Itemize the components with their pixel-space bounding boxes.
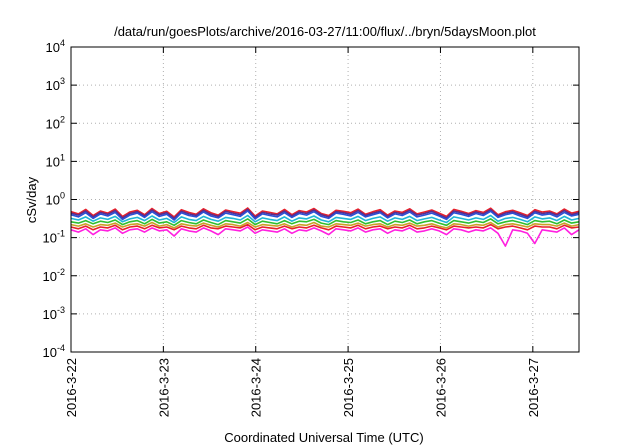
- grid-lines: [71, 47, 579, 352]
- x-tick-label: 2016-3-26: [433, 358, 448, 417]
- y-tick-label: 102: [46, 114, 65, 131]
- y-tick-label: 100: [46, 191, 65, 208]
- series-line-3: [70, 210, 580, 221]
- x-axis-ticks: 2016-3-22 2016-3-23 2016-3-24 2016-3-25 2016…: [64, 47, 541, 417]
- series-line-1: [70, 207, 580, 218]
- y-tick-label: 104: [46, 38, 65, 55]
- y-axis-ticks: 10-4 10-3 10-2 10-1 100 101 102 103 104: [43, 38, 579, 360]
- series-line-6: [70, 221, 580, 229]
- x-tick-label: 2016-3-23: [156, 358, 171, 417]
- series-line-8: [70, 226, 580, 247]
- y-tick-label: 101: [46, 152, 65, 169]
- y-tick-label: 10-3: [43, 305, 65, 322]
- series-line-5: [70, 218, 580, 227]
- series-layer: [70, 207, 580, 247]
- y-axis-label: cSv/day: [24, 176, 39, 223]
- y-tick-label: 10-1: [43, 229, 65, 246]
- y-tick-label: 103: [46, 76, 65, 93]
- y-tick-label: 10-4: [43, 343, 65, 360]
- series-line-2: [70, 208, 580, 220]
- series-line-7: [70, 223, 580, 231]
- x-tick-label: 2016-3-27: [526, 358, 541, 417]
- x-tick-label: 2016-3-22: [64, 358, 79, 417]
- y-tick-label: 10-2: [43, 267, 65, 284]
- chart-title: /data/run/goesPlots/archive/2016-03-27/1…: [114, 24, 536, 39]
- x-axis-label: Coordinated Universal Time (UTC): [224, 430, 423, 445]
- x-tick-label: 2016-3-24: [249, 358, 264, 417]
- series-line-4: [70, 214, 580, 224]
- x-tick-label: 2016-3-25: [341, 358, 356, 417]
